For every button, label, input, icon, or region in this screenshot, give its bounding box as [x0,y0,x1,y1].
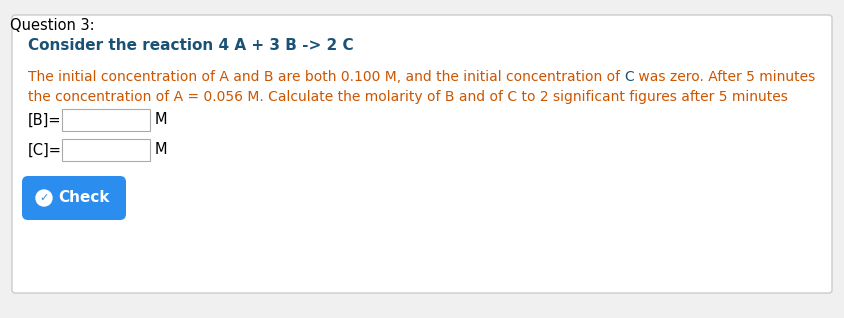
Text: M: M [155,142,167,157]
Text: Consider the reaction 4 A + 3 B -> 2 C: Consider the reaction 4 A + 3 B -> 2 C [28,38,354,53]
Text: ✓: ✓ [40,193,49,203]
Text: C: C [625,70,634,84]
Text: [C]=: [C]= [28,142,62,157]
Text: M: M [155,113,167,128]
FancyBboxPatch shape [62,109,150,131]
Circle shape [36,190,52,206]
Text: the concentration of A = 0.056 M. Calculate the molarity of B and of C to 2 sign: the concentration of A = 0.056 M. Calcul… [28,90,788,104]
Text: Check: Check [58,190,110,205]
Text: was zero. After 5 minutes: was zero. After 5 minutes [634,70,815,84]
Text: Question 3:: Question 3: [10,18,95,33]
Text: The initial concentration of A and B are both 0.100 M, and the initial concentra: The initial concentration of A and B are… [28,70,625,84]
FancyBboxPatch shape [12,15,832,293]
FancyBboxPatch shape [62,139,150,161]
FancyBboxPatch shape [22,176,126,220]
Text: [B]=: [B]= [28,113,62,128]
